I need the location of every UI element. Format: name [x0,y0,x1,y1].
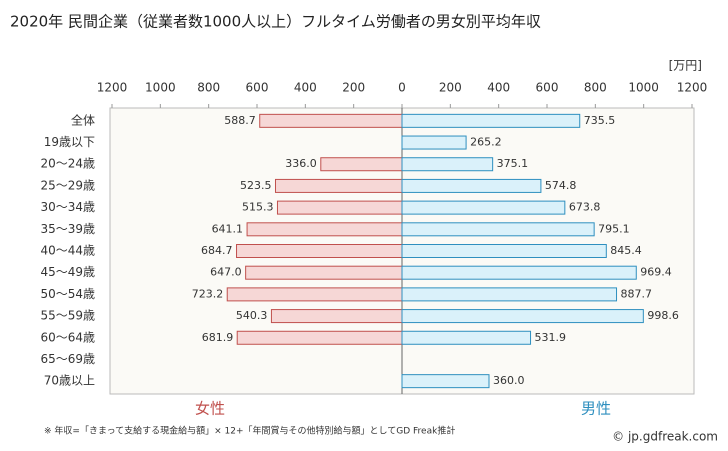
value-label: 336.0 [285,157,317,170]
bar [276,200,403,215]
value-label: 647.0 [210,266,242,279]
bar [236,244,403,258]
bar [401,374,490,389]
bar [401,135,467,150]
bar [401,178,542,193]
value-label: 673.8 [569,201,601,214]
chart-title: 2020年 民間企業（従業者数1000人以上）フルタイム労働者の男女別平均年収 [10,13,541,31]
bar [274,178,403,193]
bar [259,113,403,128]
copyright: © jp.gdfreak.com [612,430,718,444]
value-label: 375.1 [497,157,529,170]
x-tick-label: 400 [294,81,317,95]
bar [270,309,403,324]
x-tick-label: 800 [197,81,220,95]
unit-label: [万円] [669,59,702,73]
y-tick-label: 60～64歳 [40,330,95,344]
y-tick-label: 50～54歳 [40,287,95,301]
y-tick-label: 70歳以上 [44,374,95,388]
bar [401,200,566,215]
y-tick-label: 35～39歳 [40,222,95,236]
x-tick-label: 600 [246,81,269,95]
bar [320,157,403,172]
value-label: 681.9 [202,331,234,344]
bar [401,222,595,237]
value-label: 540.3 [236,309,268,322]
bar [401,287,618,302]
bar [236,330,403,345]
x-tick-label: 400 [487,81,510,95]
bar [401,157,494,172]
value-label: 265.2 [470,136,502,149]
value-label: 998.6 [647,309,679,322]
bar [401,113,581,128]
y-tick-label: 40～44歳 [40,244,95,258]
value-label: 360.0 [493,374,525,387]
y-tick-label: 20～24歳 [40,157,95,171]
value-label: 845.4 [610,244,642,257]
value-label: 887.7 [621,287,653,300]
value-label: 588.7 [224,114,256,127]
bar [401,265,637,280]
x-tick-label: 1200 [97,81,128,95]
bar [401,330,532,345]
value-label: 795.1 [598,222,630,235]
value-label: 723.2 [192,287,224,300]
x-tick-label: 1200 [677,81,708,95]
y-tick-label: 55～59歳 [40,309,95,323]
x-tick-label: 1000 [145,81,176,95]
x-tick-label: 200 [342,81,365,95]
legend-label: 女性 [195,400,225,418]
bar [226,287,403,302]
footnote: ※ 年収=「きまって支給する現金給与額」× 12+「年間賞与その他特別給与額」と… [44,425,455,437]
y-tick-label: 全体 [71,112,95,127]
y-tick-label: 30～34歳 [40,200,95,214]
value-label: 531.9 [535,331,567,344]
legend-label: 男性 [581,400,611,418]
value-label: 574.8 [545,179,577,192]
bar [401,309,644,324]
x-tick-label: 1000 [628,81,659,95]
x-tick-label: 600 [536,81,559,95]
y-tick-label: 45～49歳 [40,265,95,279]
value-label: 684.7 [201,244,233,257]
y-tick-label: 65～69歳 [40,352,95,366]
value-label: 735.5 [584,114,616,127]
x-tick-label: 200 [439,81,462,95]
x-tick-label: 0 [398,81,406,95]
value-label: 523.5 [240,179,272,192]
bar [246,222,403,237]
bar [245,265,403,280]
y-tick-label: 19歳以下 [44,135,95,149]
value-label: 641.1 [212,222,244,235]
x-tick-label: 800 [584,81,607,95]
bar [401,244,607,258]
y-tick-label: 25～29歳 [40,178,95,192]
value-label: 969.4 [640,266,672,279]
value-label: 515.3 [242,201,274,214]
